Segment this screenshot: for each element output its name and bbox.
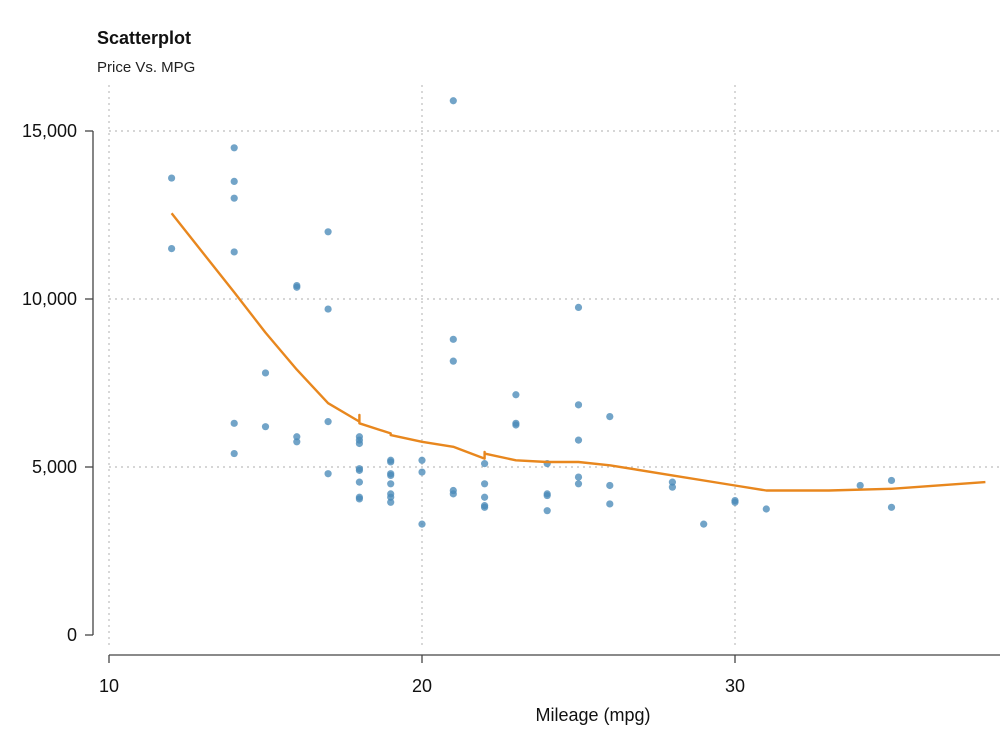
data-point	[606, 481, 614, 490]
data-point	[762, 505, 770, 513]
data-point	[387, 480, 395, 488]
data-point	[606, 500, 614, 508]
data-point	[668, 478, 677, 486]
data-point	[574, 480, 583, 488]
data-point	[387, 493, 395, 501]
fit-line-group	[170, 212, 986, 492]
data-point	[168, 245, 176, 253]
data-point	[449, 357, 457, 365]
data-point	[293, 438, 301, 446]
data-point	[418, 520, 426, 528]
data-point	[543, 491, 551, 500]
axes: 0 5,000 10,000 15,000 10 20 30	[22, 121, 1000, 696]
data-point	[481, 480, 489, 488]
x-tick-label: 10	[99, 676, 119, 696]
data-point	[387, 498, 395, 506]
data-point	[230, 194, 238, 202]
data-point	[230, 144, 238, 152]
grid-lines	[108, 85, 1000, 645]
data-point	[230, 248, 238, 256]
data-point	[887, 503, 896, 511]
data-point	[387, 458, 395, 466]
data-point	[261, 369, 270, 377]
y-tick-label: 10,000	[22, 289, 77, 309]
data-point	[481, 493, 489, 501]
data-point	[449, 335, 457, 343]
data-point	[606, 413, 614, 421]
data-point	[324, 228, 332, 236]
data-point	[355, 439, 363, 448]
data-point	[230, 419, 238, 427]
chart-title: Scatterplot	[97, 28, 192, 48]
data-point	[574, 436, 583, 444]
data-point	[355, 466, 363, 474]
data-point	[324, 470, 332, 478]
data-point	[261, 423, 270, 431]
data-points	[168, 97, 896, 528]
data-point	[512, 421, 520, 429]
data-point	[856, 481, 864, 490]
y-tick-label: 5,000	[32, 457, 77, 477]
data-point	[700, 520, 708, 528]
x-tick-label: 30	[725, 676, 745, 696]
data-point	[230, 177, 238, 185]
data-point	[387, 471, 395, 479]
y-tick-label: 0	[67, 625, 77, 645]
data-point	[668, 483, 677, 491]
data-point	[324, 418, 332, 426]
x-tick-label: 20	[412, 676, 432, 696]
data-point	[731, 498, 739, 506]
x-axis-title: Mileage (mpg)	[535, 705, 650, 725]
data-point	[481, 460, 489, 468]
data-point	[355, 478, 363, 486]
data-point	[574, 303, 583, 311]
data-point	[230, 449, 238, 458]
data-point	[293, 433, 301, 441]
data-point	[574, 473, 583, 481]
data-point	[512, 391, 520, 399]
data-point	[418, 468, 426, 476]
data-point	[574, 401, 583, 409]
data-point	[355, 495, 363, 503]
data-point	[481, 503, 489, 511]
data-point	[168, 174, 176, 182]
fit-line	[170, 212, 986, 492]
data-point	[449, 97, 457, 105]
data-point	[418, 456, 426, 464]
data-point	[543, 507, 551, 515]
data-point	[293, 283, 301, 291]
data-point	[324, 305, 332, 313]
y-tick-label: 15,000	[22, 121, 77, 141]
chart-subtitle: Price Vs. MPG	[97, 59, 196, 76]
data-point	[449, 490, 457, 498]
data-point	[887, 476, 896, 485]
